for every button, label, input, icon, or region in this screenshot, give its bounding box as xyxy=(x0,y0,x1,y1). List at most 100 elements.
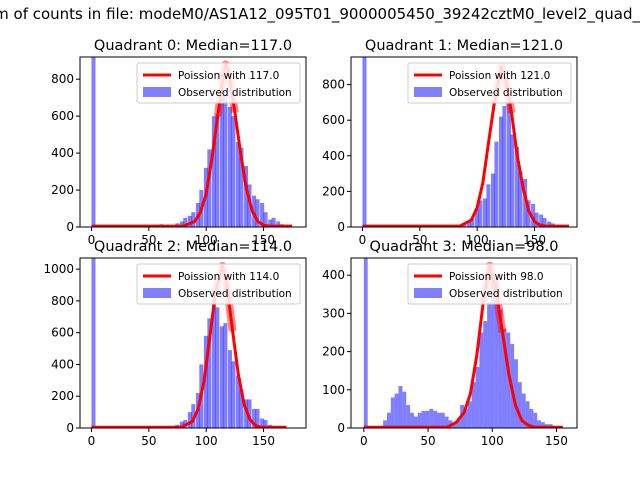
histogram-bar xyxy=(410,412,414,428)
histogram-bar xyxy=(203,335,208,428)
histogram-bar xyxy=(531,203,536,227)
x-tick-label: 150 xyxy=(252,434,275,448)
legend-box xyxy=(136,263,301,305)
x-tick-label: 0 xyxy=(88,233,96,247)
x-tick-label: 150 xyxy=(523,233,546,247)
x-tick-label: 150 xyxy=(545,434,568,448)
histogram-bar xyxy=(215,307,220,428)
histogram-bar xyxy=(239,147,244,227)
y-tick-label: 0 xyxy=(337,421,345,435)
histogram-bar xyxy=(406,405,411,428)
histogram-bar xyxy=(183,217,188,227)
histogram-bar xyxy=(219,93,224,227)
legend-label: Observed distribution xyxy=(178,288,292,300)
y-tick-label: 100 xyxy=(322,383,345,397)
histogram-bar xyxy=(429,408,434,428)
histogram-bar xyxy=(494,141,499,227)
histogram-bar xyxy=(247,399,252,428)
histogram-bar xyxy=(413,416,418,428)
histogram-bar xyxy=(255,199,260,227)
histogram-bar xyxy=(517,382,522,428)
legend-box xyxy=(407,62,572,104)
histogram-bar xyxy=(179,421,184,428)
subplot-quadrant-1: 0 50 100 150 0 200 400 600 800 Poission with 121.… xyxy=(322,38,578,247)
axes-frame xyxy=(79,56,307,228)
axes-frame xyxy=(350,56,578,228)
histogram-bar xyxy=(421,410,426,428)
histogram-bar xyxy=(471,382,476,428)
histogram-bar xyxy=(263,420,268,428)
histogram-bar xyxy=(363,258,368,428)
histogram-bar xyxy=(223,323,228,428)
histogram-bar xyxy=(483,321,488,428)
histogram-bar xyxy=(534,212,539,227)
histogram-bar xyxy=(207,149,212,227)
figure-title: Histogram of counts in file: modeM0/AS1A… xyxy=(0,0,640,28)
y-tick-label: 800 xyxy=(51,294,74,308)
histogram-bar xyxy=(179,221,184,227)
x-tick-label: 50 xyxy=(420,434,435,448)
figure-title-text: Histogram of counts in file: modeM0/AS1A… xyxy=(0,5,640,23)
legend-label: Observed distribution xyxy=(449,87,563,99)
legend-label: Poission with 121.0 xyxy=(449,70,550,82)
histogram-bar xyxy=(383,420,387,428)
histogram-bar xyxy=(91,57,96,227)
histogram-bar xyxy=(386,412,391,428)
legend: Poission with 121.0 Observed distribution xyxy=(407,62,572,104)
histogram-bar xyxy=(91,258,96,428)
histogram-bar xyxy=(498,116,504,227)
histogram-bar xyxy=(523,178,528,227)
subplot-quadrant-2: 0 50 100 150 0 200 400 600 800 1000 Poission with … xyxy=(43,239,307,448)
subplot-quadrant-3: 0 50 100 150 0 100 200 300 400 Poission with 98.0… xyxy=(322,239,578,448)
histogram-bar xyxy=(490,282,495,428)
histogram-bar xyxy=(525,401,530,428)
histogram-bar xyxy=(467,401,472,428)
y-tick-label: 800 xyxy=(322,78,345,92)
y-tick-label: 0 xyxy=(337,220,345,234)
legend-hist-swatch xyxy=(143,288,171,298)
histogram-bar xyxy=(444,416,449,428)
x-tick-label: 50 xyxy=(412,233,427,247)
histogram-bar xyxy=(268,219,273,227)
histogram-bar xyxy=(502,105,507,227)
x-tick-label: 0 xyxy=(88,434,96,448)
histogram-bar xyxy=(236,142,241,227)
histogram-bar xyxy=(541,422,545,428)
axes-frame xyxy=(79,257,307,429)
subplot-quadrant-0: 0 50 100 150 0 200 400 600 800 Poission with 117.… xyxy=(51,38,307,247)
y-tick-label: 1000 xyxy=(43,262,74,276)
histogram-bar xyxy=(506,332,511,428)
histogram-bar xyxy=(533,412,538,428)
histogram-bar xyxy=(425,410,430,428)
histogram-bar xyxy=(276,221,281,227)
histogram-bar xyxy=(475,366,480,428)
y-tick-label: 400 xyxy=(51,357,74,371)
legend: Poission with 117.0 Observed distribution xyxy=(136,62,301,104)
histogram-bar xyxy=(510,134,515,227)
histogram-bar xyxy=(462,224,467,227)
histogram-bar xyxy=(498,309,503,428)
legend: Poission with 114.0 Observed distribution xyxy=(136,263,301,305)
x-tick-label: 0 xyxy=(359,233,367,247)
y-tick-label: 200 xyxy=(51,389,74,403)
histogram-bar xyxy=(542,218,547,227)
y-tick-label: 200 xyxy=(322,184,345,198)
histogram-bar xyxy=(521,393,526,428)
y-tick-label: 400 xyxy=(322,268,345,282)
histogram-bar xyxy=(362,57,367,227)
x-tick-label: 150 xyxy=(252,233,275,247)
subplot-title: Quadrant 1: Median=121.0 xyxy=(365,38,563,54)
legend: Poission with 98.0 Observed distribution xyxy=(407,263,572,305)
legend-label: Poission with 117.0 xyxy=(178,70,279,82)
histogram-bar xyxy=(547,221,552,227)
legend-hist-swatch xyxy=(143,87,171,97)
histogram-bar xyxy=(470,218,475,227)
histogram-bar xyxy=(529,408,534,428)
y-tick-label: 0 xyxy=(66,220,74,234)
subplot-title: Quadrant 0: Median=117.0 xyxy=(94,38,292,54)
histogram-bar xyxy=(207,318,212,428)
histogram-bar xyxy=(507,104,512,227)
histogram-bar xyxy=(263,212,268,227)
x-tick-label: 100 xyxy=(195,233,218,247)
histogram-bar xyxy=(215,114,220,227)
